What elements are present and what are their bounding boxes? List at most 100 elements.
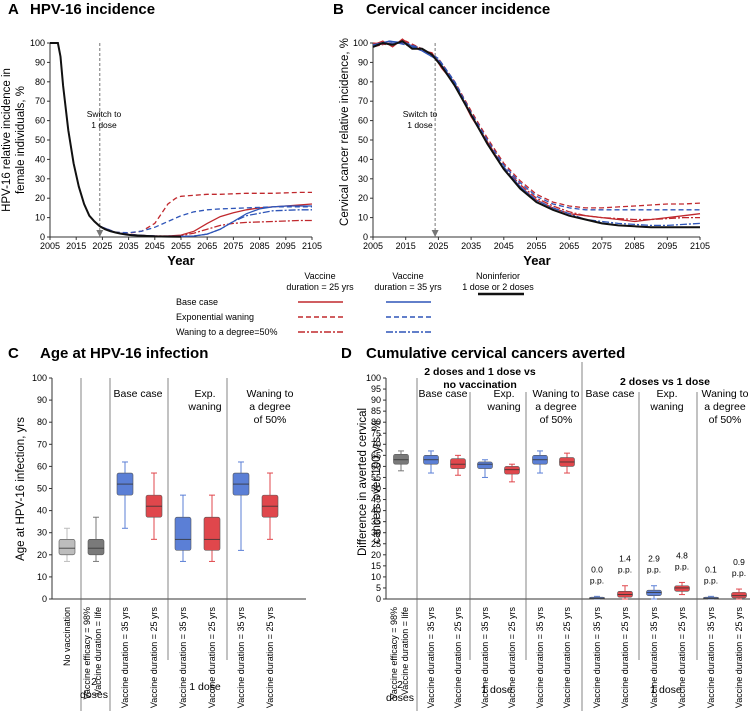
category-label: Vaccine duration = 25 yrs	[453, 607, 463, 709]
y-tick-label: 0	[363, 232, 368, 242]
d2-section-exp-2: waning	[649, 401, 683, 413]
category-label: Vaccine duration = 35 yrs	[706, 607, 716, 709]
panel-b-letter: B	[333, 1, 344, 18]
box-annotation-unit: p.p.	[704, 575, 718, 585]
panel-d-title: Cumulative cervical cancers averted	[366, 345, 625, 362]
y-tick-label: 100	[353, 38, 368, 48]
legend-row-base-case: Base case	[176, 297, 218, 307]
y-tick-label: 90	[358, 57, 368, 67]
category-label: Vaccine duration = 25 yrs	[734, 607, 744, 709]
d-section-degree-2: a degree	[535, 401, 577, 413]
y-tick-label: 80	[35, 77, 45, 87]
box-annotation-value: 4.8	[676, 550, 688, 560]
x-tick-label: 2075	[592, 241, 612, 251]
box-annotation-unit: p.p.	[647, 565, 661, 575]
box-annotation-value: 1.4	[619, 554, 631, 564]
category-label: Vaccine duration = 35 yrs	[592, 607, 602, 709]
y-tick-label: 70	[371, 439, 381, 449]
y-tick-label: 20	[35, 193, 45, 203]
category-label: Vaccine duration = 25 yrs	[562, 607, 572, 709]
y-tick-label: 100	[30, 38, 45, 48]
y-tick-label: 55	[371, 472, 381, 482]
panel-c-letter: C	[8, 345, 19, 362]
y-tick-label: 60	[35, 116, 45, 126]
category-label: Vaccine duration = 35 yrs	[236, 607, 246, 709]
panel-c-title: Age at HPV-16 infection	[40, 345, 208, 362]
c-section-base-case: Base case	[113, 388, 162, 400]
panel-b-plot: 0 10 20 30 40 50 60 70 80 90 100 2005 2015 2025 2035 20…	[353, 38, 710, 251]
series-line	[99, 191, 312, 234]
y-tick-label: 80	[37, 417, 47, 427]
category-label: Vaccine duration = 25 yrs	[677, 607, 687, 709]
y-tick-label: 95	[371, 384, 381, 394]
legend-row-waning: Waning to a degree=50%	[176, 327, 278, 337]
d-section-exp-1: Exp.	[493, 388, 514, 400]
c-section-degree-3: of 50%	[254, 414, 287, 426]
x-tick-label: 2055	[171, 241, 191, 251]
y-tick-label: 85	[371, 406, 381, 416]
y-tick-label: 90	[371, 395, 381, 405]
legend-col2-line1: Vaccine	[392, 271, 423, 281]
box-iqr	[174, 516, 192, 551]
x-tick-label: 2005	[363, 241, 383, 251]
box-annotation-value: 2.9	[648, 554, 660, 564]
legend-col3-line1: Noninferior	[476, 271, 520, 281]
legend-col1-line2: duration = 25 yrs	[286, 282, 354, 292]
d-section-base-case: Base case	[418, 388, 467, 400]
panel-b-ylabel: Cervical cancer relative incidence, %	[339, 38, 351, 226]
panel-a-title: HPV-16 incidence	[30, 1, 155, 18]
c-section-degree-2: a degree	[249, 401, 291, 413]
box-annotation-value: 0.9	[733, 557, 745, 567]
category-label: Vaccine duration = life	[400, 607, 410, 695]
y-tick-label: 70	[358, 96, 368, 106]
panel-a-xlabel: Year	[167, 253, 194, 268]
box-iqr	[477, 461, 493, 469]
y-tick-label: 100	[32, 373, 47, 383]
y-tick-label: 100	[366, 373, 381, 383]
category-label: No vaccination	[62, 607, 72, 666]
category-label: Vaccine efficacy = 98%	[82, 607, 92, 699]
box-iqr	[646, 589, 662, 596]
y-tick-label: 40	[37, 506, 47, 516]
y-tick-label: 75	[371, 428, 381, 438]
x-tick-label: 2005	[40, 241, 60, 251]
x-tick-label: 2065	[559, 241, 579, 251]
y-tick-label: 90	[35, 57, 45, 67]
x-tick-label: 2085	[625, 241, 645, 251]
y-tick-label: 40	[35, 154, 45, 164]
series-line	[99, 203, 313, 237]
d2-section-degree-1: Waning to	[702, 388, 749, 400]
switch-arrow	[431, 230, 439, 237]
panel-d-letter: D	[341, 345, 352, 362]
y-tick-label: 90	[37, 395, 47, 405]
category-label: Vaccine duration = 35 yrs	[480, 607, 490, 709]
y-tick-label: 80	[371, 417, 381, 427]
y-tick-label: 10	[371, 572, 381, 582]
c-section-exp-1: Exp.	[194, 388, 215, 400]
panel-b-title: Cervical cancer incidence	[366, 1, 550, 18]
box-annotation-value: 0.0	[591, 564, 603, 574]
box-iqr	[674, 585, 690, 592]
box-annotation-unit: p.p.	[618, 565, 632, 575]
y-tick-label: 45	[371, 495, 381, 505]
y-tick-label: 10	[37, 572, 47, 582]
x-tick-label: 2085	[250, 241, 270, 251]
panel-b-xlabel: Year	[523, 253, 550, 268]
legend-row-exponential: Exponential waning	[176, 312, 254, 322]
series-line	[99, 206, 312, 234]
x-tick-label: 2055	[526, 241, 546, 251]
category-label: Vaccine duration = 35 yrs	[120, 607, 130, 709]
y-tick-label: 30	[358, 174, 368, 184]
y-tick-label: 60	[37, 461, 47, 471]
category-label: Vaccine duration = 35 yrs	[649, 607, 659, 709]
category-label: Vaccine duration = 25 yrs	[507, 607, 517, 709]
series-line	[50, 42, 182, 238]
y-tick-label: 5	[376, 583, 381, 593]
panel-d-ylabel-1: Difference in averted cervical	[357, 408, 369, 556]
x-tick-label: 2015	[396, 241, 416, 251]
x-tick-label: 2095	[657, 241, 677, 251]
x-tick-label: 2105	[302, 241, 322, 251]
d-group-two-doses-1: 2	[397, 679, 403, 691]
y-tick-label: 10	[358, 213, 368, 223]
